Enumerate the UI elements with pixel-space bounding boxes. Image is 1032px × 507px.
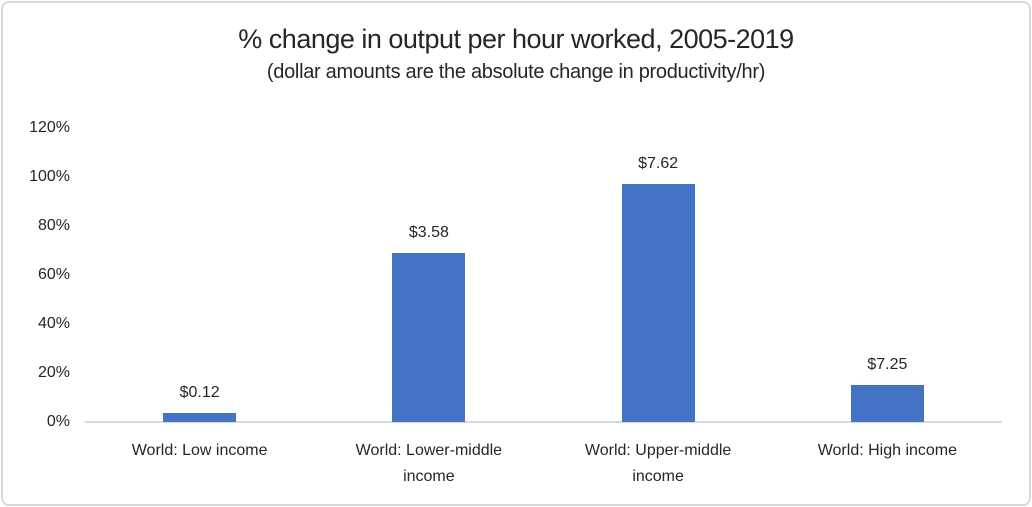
- bar: [392, 252, 466, 422]
- y-axis-tick-label: 0%: [46, 413, 70, 430]
- chart-subtitle: (dollar amounts are the absolute change …: [266, 61, 766, 83]
- x-axis-category-label: World: Low income: [131, 442, 268, 459]
- y-axis-tick-label: 40%: [37, 315, 70, 332]
- x-axis-line: [85, 421, 1002, 423]
- chart-title: % change in output per hour worked, 2005…: [238, 24, 794, 54]
- bar-data-label: $7.62: [638, 155, 679, 173]
- y-axis-tick-label: 80%: [37, 217, 70, 234]
- y-axis-tick-label: 60%: [37, 266, 70, 283]
- bar: [621, 184, 695, 422]
- x-axis-category-label: World: High income: [817, 442, 958, 459]
- bar: [163, 412, 237, 422]
- bar-data-label: $7.25: [867, 356, 908, 374]
- y-axis-tick-label: 100%: [29, 168, 70, 185]
- x-axis-category-label: World: Lower-middle income: [355, 442, 503, 485]
- y-axis-tick-label: 120%: [29, 119, 70, 136]
- y-axis-tick-label: 20%: [37, 364, 70, 381]
- x-axis-category-label: World: Upper-middle income: [584, 442, 732, 485]
- bar-data-label: $3.58: [408, 223, 449, 241]
- bar: [850, 385, 924, 422]
- bar-data-label: $0.12: [179, 383, 220, 401]
